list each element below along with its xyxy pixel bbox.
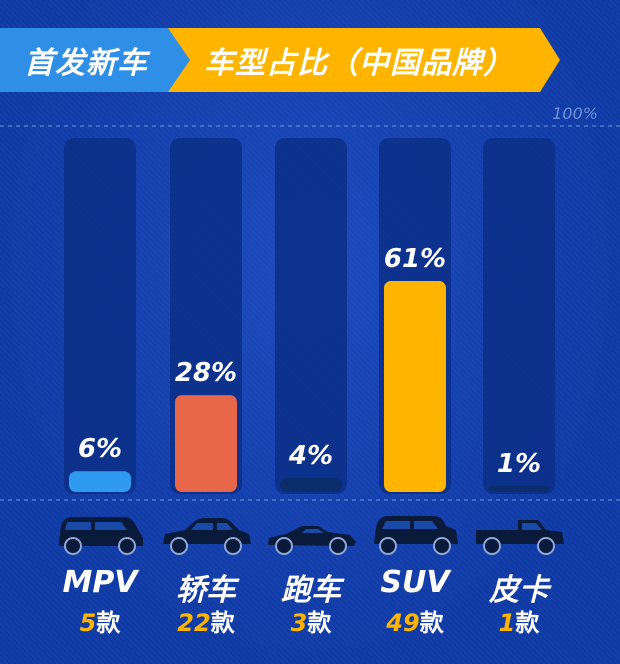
- bar-track-0: [64, 138, 136, 494]
- car-window-2: [302, 529, 324, 533]
- car-window-0: [65, 522, 127, 530]
- bar-value-label-2: 4%: [288, 441, 333, 471]
- car-wheel-2-0: [275, 537, 293, 555]
- left-tag: 首发新车: [0, 28, 190, 92]
- bar-value-label-3: 61%: [384, 244, 446, 274]
- count-number-跑车: 3: [290, 609, 308, 637]
- count-label-mpv: 5款: [45, 603, 155, 638]
- bar-track-4: [483, 138, 555, 494]
- category-label-跑车: 跑车: [281, 573, 341, 608]
- car-wheel-3-0: [379, 537, 397, 555]
- car-wheel-0-1: [118, 537, 136, 555]
- car-wheel-2-1: [329, 537, 347, 555]
- count-label-轿车: 22款: [151, 603, 261, 638]
- car-wheel-4-1: [537, 537, 555, 555]
- count-unit-跑车: 款: [307, 609, 332, 637]
- bar-track-2: [275, 138, 347, 494]
- right-tag: 车型占比（中国品牌）: [168, 28, 560, 92]
- count-number-轿车: 22: [177, 609, 211, 637]
- bar-1: [175, 395, 237, 492]
- car-icon-1: [163, 518, 251, 555]
- car-window-1: [191, 523, 233, 530]
- bar-value-label-0: 6%: [78, 434, 122, 464]
- count-unit-皮卡: 款: [515, 609, 540, 637]
- count-number-mpv: 5: [79, 609, 97, 637]
- car-icon-0: [59, 517, 143, 555]
- count-label-跑车: 3款: [256, 603, 366, 638]
- bars-layer: 6% 28% 4% 61% 1%: [64, 138, 555, 494]
- bar-value-label-4: 1%: [497, 449, 541, 479]
- car-icon-2: [268, 526, 356, 555]
- bar-0: [69, 471, 131, 492]
- car-wheel-1-0: [170, 537, 188, 555]
- car-window-3: [382, 521, 438, 529]
- count-unit-mpv: 款: [96, 609, 121, 637]
- count-number-皮卡: 1: [498, 609, 516, 637]
- category-label-轿车: 轿车: [176, 573, 236, 608]
- category-label-suv: SUV: [380, 565, 450, 600]
- category-label-皮卡: 皮卡: [489, 573, 549, 608]
- bar-4: [488, 486, 550, 492]
- car-window-4: [522, 523, 542, 530]
- car-wheel-0-0: [64, 537, 82, 555]
- count-label-suv: 49款: [360, 603, 470, 638]
- car-icon-4: [476, 520, 564, 555]
- bar-value-label-1: 28%: [175, 358, 237, 388]
- max-percent-label: 100%: [552, 104, 598, 123]
- header: 首发新车 车型占比（中国品牌）: [0, 28, 560, 92]
- left-tag-text: 首发新车: [24, 46, 148, 81]
- count-unit-轿车: 款: [210, 609, 235, 637]
- right-tag-text: 车型占比（中国品牌）: [204, 46, 514, 81]
- car-wheel-1-1: [224, 537, 242, 555]
- bar-2: [280, 478, 342, 492]
- category-label-mpv: MPV: [62, 565, 138, 600]
- car-body-1: [163, 518, 251, 544]
- car-icon-3: [374, 516, 458, 555]
- count-unit-suv: 款: [419, 609, 444, 637]
- bar-3: [384, 280, 446, 492]
- count-number-suv: 49: [386, 609, 420, 637]
- car-wheel-3-1: [433, 537, 451, 555]
- car-wheel-4-0: [483, 537, 501, 555]
- cars-layer: [59, 516, 564, 555]
- count-label-皮卡: 1款: [464, 603, 574, 638]
